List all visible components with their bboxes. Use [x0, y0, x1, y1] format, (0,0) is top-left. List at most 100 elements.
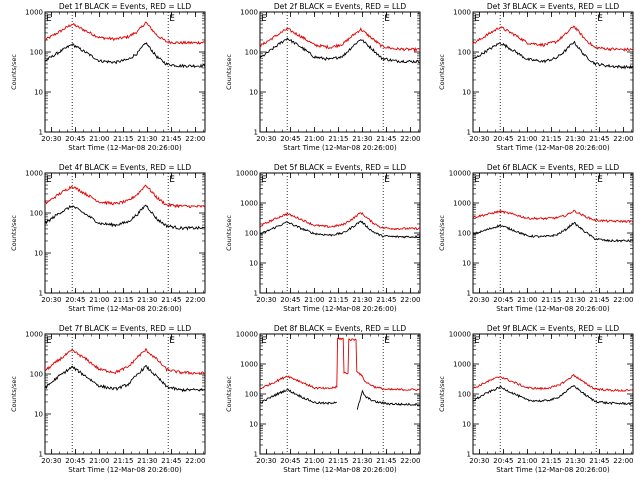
series-line	[44, 42, 206, 69]
series-line	[472, 25, 634, 52]
x-tick-label: 20:45	[65, 135, 85, 143]
y-tick-label: 10	[249, 260, 258, 268]
y-axis-label: Counts/sec	[438, 54, 446, 90]
x-tick-label: 21:30	[565, 457, 585, 465]
series-line	[44, 21, 206, 45]
x-tick-label: 21:45	[161, 457, 181, 465]
x-tick-label: 21:15	[328, 135, 348, 143]
x-tick-label: 21:45	[589, 457, 609, 465]
x-tick-label: 21:15	[113, 457, 133, 465]
event-mark-label: E	[261, 175, 267, 185]
x-tick-label: 21:30	[565, 135, 585, 143]
y-tick-label: 1000	[25, 9, 43, 17]
x-axis-label: Start Time (12-Mar-08 20:26:00)	[68, 305, 182, 313]
panel-8: Det 8f BLACK = Events, RED = LLD 1 10 100 10…	[225, 324, 421, 474]
x-tick-label: 20:45	[280, 135, 300, 143]
x-tick-label: 21:30	[137, 296, 157, 304]
x-tick-label: 21:15	[113, 135, 133, 143]
x-tick-label: 22:00	[400, 135, 420, 143]
x-tick-label: 21:00	[89, 457, 109, 465]
panel-title: Det 5f BLACK = Events, RED = LLD	[274, 163, 407, 172]
x-tick-label: 21:45	[589, 135, 609, 143]
y-tick-label: 100	[458, 49, 471, 57]
x-tick-label: 22:00	[400, 457, 420, 465]
event-mark-label: E	[169, 14, 175, 24]
panel-title: Det 8f BLACK = Events, RED = LLD	[274, 324, 407, 333]
y-axis-label: Counts/sec	[438, 215, 446, 251]
x-tick-label: 21:00	[517, 135, 537, 143]
series-line	[472, 40, 634, 70]
x-tick-label: 21:30	[565, 296, 585, 304]
series-line	[259, 26, 421, 53]
event-mark-label: E	[597, 14, 603, 24]
panel-title: Det 3f BLACK = Events, RED = LLD	[487, 2, 620, 11]
x-tick-label: 20:45	[280, 457, 300, 465]
panel-title: Det 6f BLACK = Events, RED = LLD	[487, 163, 620, 172]
y-tick-label: 100	[245, 391, 258, 399]
y-tick-label: 1	[467, 129, 471, 137]
y-tick-label: 100	[245, 230, 258, 238]
x-tick-label: 21:45	[376, 457, 396, 465]
y-tick-label: 1000	[240, 200, 258, 208]
plot-frame	[259, 11, 421, 133]
x-tick-label: 20:45	[493, 135, 513, 143]
event-mark-label: E	[46, 336, 52, 346]
series-line	[259, 220, 421, 239]
x-tick-label: 21:00	[304, 135, 324, 143]
x-axis-label: Start Time (12-Mar-08 20:26:00)	[68, 466, 182, 474]
series-line	[259, 388, 421, 410]
x-tick-label: 20:30	[256, 296, 276, 304]
plot-frame	[44, 11, 206, 133]
x-tick-label: 20:30	[469, 457, 489, 465]
x-tick-label: 21:30	[352, 135, 372, 143]
x-axis-label: Start Time (12-Mar-08 20:26:00)	[283, 305, 397, 313]
series-line	[259, 211, 421, 231]
x-tick-label: 22:00	[185, 135, 205, 143]
panel-title: Det 1f BLACK = Events, RED = LLD	[59, 2, 192, 11]
x-tick-label: 21:15	[328, 457, 348, 465]
x-tick-label: 21:45	[589, 296, 609, 304]
y-tick-label: 10000	[236, 170, 258, 178]
event-mark-label: E	[384, 175, 390, 185]
series-line	[44, 365, 205, 393]
y-tick-label: 1000	[453, 200, 471, 208]
panel-title: Det 7f BLACK = Events, RED = LLD	[59, 324, 192, 333]
y-tick-label: 10	[462, 421, 471, 429]
x-tick-label: 20:45	[65, 296, 85, 304]
event-mark-label: E	[46, 14, 52, 24]
y-axis-label: Counts/sec	[225, 215, 233, 251]
y-tick-label: 1	[39, 290, 43, 298]
y-axis-label: Counts/sec	[10, 215, 18, 251]
x-tick-label: 21:00	[89, 135, 109, 143]
event-mark-label: E	[384, 336, 390, 346]
series-line	[472, 221, 634, 243]
panel-title: Det 4f BLACK = Events, RED = LLD	[59, 163, 192, 172]
series-line	[472, 209, 634, 224]
y-tick-label: 1	[467, 451, 471, 459]
x-tick-label: 21:15	[328, 296, 348, 304]
y-axis-label: Counts/sec	[10, 376, 18, 412]
y-tick-label: 1000	[453, 9, 471, 17]
plot-frame	[259, 172, 421, 294]
event-mark-label: E	[597, 175, 603, 185]
series-line	[44, 204, 205, 231]
y-tick-label: 10	[34, 411, 43, 419]
y-tick-label: 100	[30, 210, 43, 218]
x-tick-label: 21:30	[352, 457, 372, 465]
y-tick-label: 1000	[240, 9, 258, 17]
plot-frame	[44, 333, 206, 455]
y-tick-label: 1000	[25, 331, 43, 339]
x-tick-label: 21:15	[541, 457, 561, 465]
x-tick-label: 22:00	[185, 296, 205, 304]
x-axis-label: Start Time (12-Mar-08 20:26:00)	[68, 144, 182, 152]
y-tick-label: 1000	[453, 361, 471, 369]
y-tick-label: 10	[462, 89, 471, 97]
panel-title: Det 9f BLACK = Events, RED = LLD	[487, 324, 620, 333]
y-tick-label: 10	[34, 250, 43, 258]
panel-7: Det 7f BLACK = Events, RED = LLD 1 10 100 10…	[10, 324, 206, 474]
x-tick-label: 21:00	[304, 296, 324, 304]
x-axis-label: Start Time (12-Mar-08 20:26:00)	[496, 466, 610, 474]
x-tick-label: 21:45	[161, 135, 181, 143]
x-tick-label: 20:30	[41, 135, 61, 143]
panel-5: Det 5f BLACK = Events, RED = LLD 1 10 100 10…	[225, 163, 421, 313]
